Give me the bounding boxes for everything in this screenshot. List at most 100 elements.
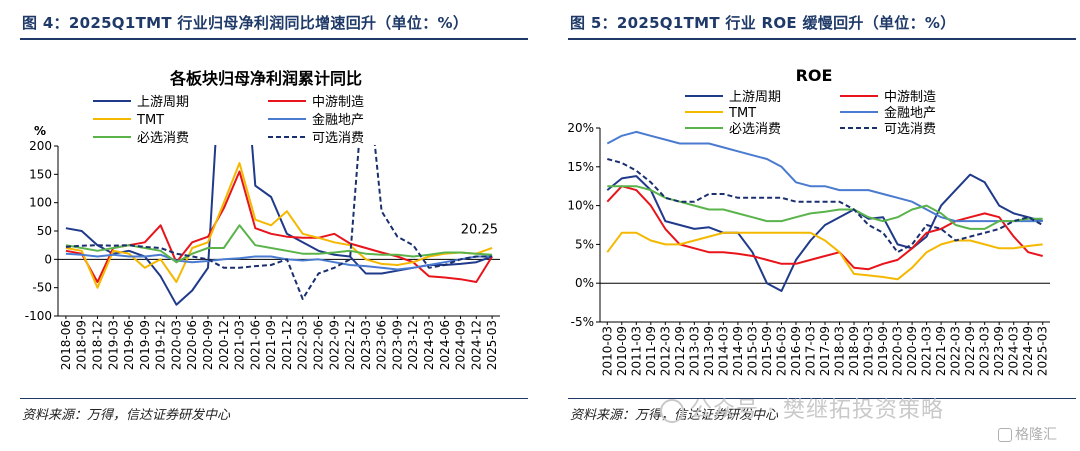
x-tick-label: 2012-09 <box>673 326 687 376</box>
series-line-金融地产 <box>65 252 493 271</box>
x-tick-label: 2019-06 <box>122 320 136 370</box>
x-tick-label: 2010-09 <box>615 326 629 376</box>
x-tick-label: 2020-06 <box>185 320 199 370</box>
data-annotation: 20.25 <box>461 222 498 237</box>
x-tick-label: 2011-09 <box>644 326 658 376</box>
x-tick-label: 2010-03 <box>600 326 614 376</box>
y-tick-label: 20% <box>567 121 594 135</box>
x-tick-label: 2023-03 <box>978 326 992 376</box>
figure-4-title: 图 4：2025Q1TMT 行业归母净利润同比增速回升（单位：%） <box>22 14 469 32</box>
y-tick-label: 100 <box>29 196 52 210</box>
x-tick-label: 2019-09 <box>138 320 152 370</box>
x-tick-label: 2013-03 <box>687 326 701 376</box>
figure-4-bottom-rule <box>20 398 528 399</box>
y-tick-label: 10% <box>567 199 594 213</box>
x-tick-label: 2024-09 <box>1021 326 1035 376</box>
legend-label: 可选消费 <box>312 131 364 146</box>
chart-title: ROE <box>796 66 833 85</box>
y-tick-label: 5% <box>575 237 594 251</box>
x-tick-label: 2018-09 <box>75 320 89 370</box>
y-tick-label: -5% <box>571 315 594 329</box>
figure-5-title: 图 5：2025Q1TMT 行业 ROE 缓慢回升（单位：%） <box>570 14 956 32</box>
series-line-中游制造 <box>65 170 493 283</box>
x-tick-label: 2024-03 <box>422 320 436 370</box>
x-tick-label: 2014-09 <box>731 326 745 376</box>
x-tick-label: 2021-09 <box>934 326 948 376</box>
y-tick-label: 0% <box>575 276 594 290</box>
y-tick-label: -50 <box>32 281 52 295</box>
x-tick-label: 2023-03 <box>359 320 373 370</box>
x-tick-label: 2025-03 <box>485 320 499 370</box>
logo-icon <box>998 428 1012 442</box>
x-tick-label: 2017-09 <box>818 326 832 376</box>
legend-label: 金融地产 <box>884 105 936 121</box>
x-tick-label: 2021-06 <box>248 320 262 370</box>
x-tick-label: 2016-03 <box>774 326 788 376</box>
x-tick-label: 2014-03 <box>716 326 730 376</box>
x-tick-label: 2020-09 <box>201 320 215 370</box>
figure-5-top-rule <box>568 38 1076 40</box>
y-tick-label: 200 <box>29 139 52 153</box>
series-line-中游制造 <box>606 185 1043 271</box>
legend-label: 中游制造 <box>312 95 364 110</box>
logo-text: 格隆汇 <box>1015 427 1057 443</box>
y-tick-label: 0 <box>44 252 52 266</box>
x-tick-label: 2011-03 <box>629 326 643 376</box>
x-tick-label: 2022-03 <box>949 326 963 376</box>
series-group <box>65 145 493 306</box>
legend-label: 中游制造 <box>884 90 936 105</box>
series-line-必选消费 <box>607 185 1043 230</box>
x-tick-label: 2012-03 <box>658 326 672 376</box>
figure-5-bottom-rule <box>568 398 1076 399</box>
x-tick-label: 2013-09 <box>702 326 716 376</box>
legend-label: 必选消费 <box>137 131 189 146</box>
x-tick-label: 2023-09 <box>992 326 1006 376</box>
x-tick-label: 2024-06 <box>438 320 452 370</box>
chart-title: 各板块归母净利润累计同比 <box>169 69 362 88</box>
x-tick-label: 2023-06 <box>375 320 389 370</box>
y-tick-label: -100 <box>25 309 52 323</box>
x-tick-label: 2021-09 <box>264 320 278 370</box>
x-tick-label: 2019-12 <box>154 320 168 370</box>
x-tick-label: 2016-09 <box>789 326 803 376</box>
legend-label: 必选消费 <box>729 122 781 137</box>
y-tick-label: 15% <box>567 160 594 174</box>
series-line-可选消费 <box>65 145 493 300</box>
x-tick-label: 2025-03 <box>1036 326 1050 376</box>
x-tick-label: 2021-03 <box>920 326 934 376</box>
x-tick-label: 2021-12 <box>280 320 294 370</box>
x-tick-label: 2018-09 <box>847 326 861 376</box>
x-tick-label: 2024-12 <box>469 320 483 370</box>
figure-5-panel: 图 5：2025Q1TMT 行业 ROE 缓慢回升（单位：%） ROE 20% 15… <box>548 0 1080 451</box>
legend-label: 上游周期 <box>729 90 781 105</box>
x-tick-label: 2018-12 <box>90 320 104 370</box>
wechat-icon <box>660 399 684 423</box>
x-tick-label: 2022-06 <box>311 320 325 370</box>
x-tick-label: 2015-09 <box>760 326 774 376</box>
series-line-可选消费 <box>607 158 1044 254</box>
y-tick-label: 150 <box>29 167 52 181</box>
series-line-TMT <box>606 231 1043 281</box>
x-tick-label: 2023-12 <box>406 320 420 370</box>
x-tick-label: 2020-12 <box>217 320 231 370</box>
figure-4-source: 资料来源：万得，信达证券研发中心 <box>22 408 231 423</box>
x-tick-label: 2020-03 <box>891 326 905 376</box>
x-tick-label: 2022-09 <box>963 326 977 376</box>
figure-4-top-rule <box>20 38 528 40</box>
gelonghui-logo: 格隆汇 <box>998 424 1057 444</box>
x-tick-label: 2019-03 <box>862 326 876 376</box>
x-tick-label: 2019-03 <box>106 320 120 370</box>
watermark-text: 公众号 · 樊继拓投资策略 <box>690 398 944 423</box>
x-tick-label: 2020-09 <box>905 326 919 376</box>
x-tick-label: 2023-09 <box>390 320 404 370</box>
legend-label: TMT <box>136 113 164 128</box>
y-tick-label: 50 <box>37 224 52 238</box>
watermark: 公众号 · 樊继拓投资策略 <box>660 392 944 424</box>
figure-4-panel: 图 4：2025Q1TMT 行业归母净利润同比增速回升（单位：%） 各板块归母净… <box>0 0 532 451</box>
y-unit-label: % <box>34 124 46 138</box>
x-tick-label: 2017-03 <box>803 326 817 376</box>
x-tick-label: 2022-03 <box>296 320 310 370</box>
legend-label: 可选消费 <box>884 122 936 137</box>
x-tick-label: 2020-03 <box>169 320 183 370</box>
